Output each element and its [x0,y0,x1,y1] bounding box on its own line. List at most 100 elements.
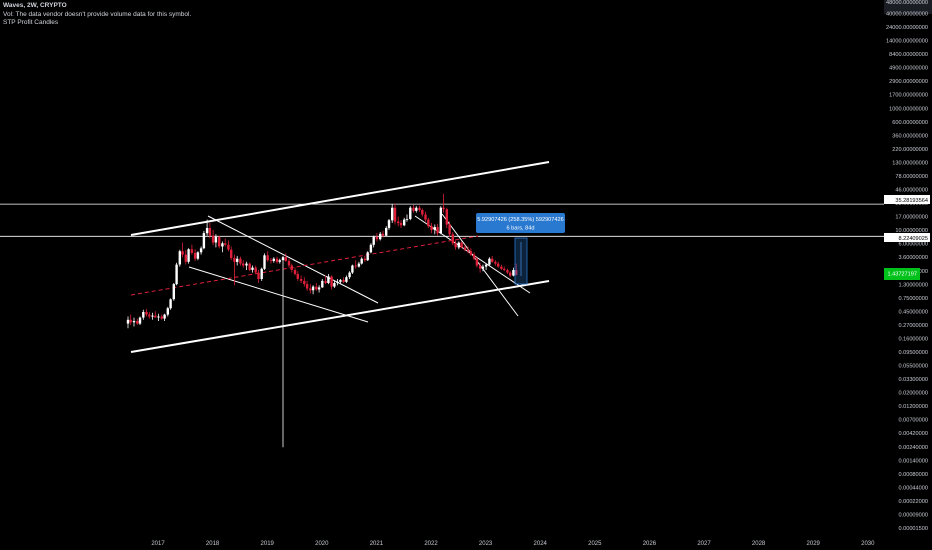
candle-body [439,207,442,234]
candle-body [387,220,391,228]
price-tick-label: 0.00001500 [898,526,928,532]
candle-body [506,270,509,273]
candle-body [311,286,315,291]
candle-body [399,223,403,226]
candle-body [278,260,281,262]
candle-body [357,263,361,267]
candle-body [281,257,285,261]
candle-body [354,265,357,267]
measurement-tool[interactable]: 5.92907426 (258.35%) 592907426 6 bars, 8… [476,213,565,285]
price-tick-label: 0.00022000 [898,499,928,505]
candle-body [305,284,309,289]
candle-body [478,265,482,269]
measure-label-line2: 6 bars, 84d [507,226,535,232]
price-tick-label: 10.00000000 [895,228,928,234]
current-price-tag [884,268,920,280]
candle-body [218,236,221,247]
price-axis-top-label: 48000.00000000 [886,0,928,6]
price-tick-label: 1700.00000000 [889,93,928,99]
chart-legend: Waves, 2W, CRYPTO Vol: The data vendor d… [3,2,191,28]
time-tick-label: 2024 [534,541,548,547]
candle-body [260,268,263,279]
measure-label-box [476,213,565,233]
candle-body [184,254,187,262]
level-tag-1-text: 35.28193564 [895,198,928,204]
candle-body [148,314,151,317]
downtrend-line-1[interactable] [207,215,379,304]
candle-body [233,257,236,262]
candle-body [324,280,327,283]
candle-body [142,312,145,318]
candle-body [393,207,397,222]
downtrend-line-2[interactable] [188,266,369,323]
candle-body [154,315,157,318]
candle-body [245,263,248,266]
channel-upper-line[interactable] [130,161,550,236]
candle-body [309,288,312,291]
price-tick-label: 0.09500000 [898,350,928,356]
candle-body [284,257,287,261]
price-tick-label: 24000.00000000 [886,25,928,31]
candle-body [457,242,460,248]
candle-body [405,219,409,220]
candle-body [491,258,494,262]
price-tick-label: 14000.00000000 [886,39,928,45]
candle-body [454,243,457,248]
candle-body [145,312,148,315]
candle-body [381,233,385,236]
dashed-midline[interactable] [130,235,479,296]
candle-body [208,228,212,236]
candle-body [299,279,303,281]
candles [126,193,518,448]
price-tick-label: 28.00000000 [895,201,928,207]
candle-body [369,244,373,253]
candle-body [169,299,172,309]
price-tick-label: 0.00044000 [898,485,928,491]
candle-body [224,243,227,245]
candle-body [239,258,242,264]
candle-body [166,308,169,315]
price-tick-label: 0.00080000 [898,472,928,478]
price-tick-label: 220.00000000 [892,147,928,153]
candle-body [472,254,476,259]
price-tick-label: 0.00009000 [898,513,928,519]
price-tick-label: 600.00000000 [892,120,928,126]
candle-body [379,233,382,240]
time-tick-label: 2023 [479,541,493,547]
candle-body [333,283,336,287]
symbol-title[interactable]: Waves, 2W, CRYPTO [3,2,67,9]
price-axis[interactable]: 48000.00000000 40000.00000000 24000.00000… [884,0,932,532]
level-tag-1 [884,195,930,204]
channel-lower-line[interactable] [130,280,550,353]
measure-label-line1: 5.92907426 (258.35%) 592907426 [477,217,563,223]
candle-body [475,258,479,266]
candle-body [321,280,324,288]
indicator-label[interactable]: STP Profit Candles [3,19,59,26]
price-tick-label: 360.00000000 [892,133,928,139]
candle-body [181,251,184,255]
candle-body [248,263,251,270]
candle-body [415,207,418,211]
candle-body [409,207,412,219]
candle-body [211,235,215,243]
candle-body [132,321,136,323]
price-tick-label: 0.01200000 [898,404,928,410]
candle-body [385,228,388,236]
candle-body [315,286,318,290]
price-tick-label: 78.00000000 [895,174,928,180]
candle-body [342,279,345,282]
candle-body [466,249,470,252]
candle-body [427,219,430,227]
candle-body [366,252,369,261]
candle-body [136,321,139,324]
time-tick-label: 2027 [697,541,711,547]
time-axis[interactable]: 2017 2018 2019 2020 2021 2022 2023 2024 2025 2026… [151,541,875,547]
candle-body [129,319,132,323]
candle-body [160,316,163,319]
candle-body [421,210,424,215]
candle-body [269,260,273,261]
candle-body [515,270,518,275]
price-tick-label: 1.30000000 [898,282,928,288]
